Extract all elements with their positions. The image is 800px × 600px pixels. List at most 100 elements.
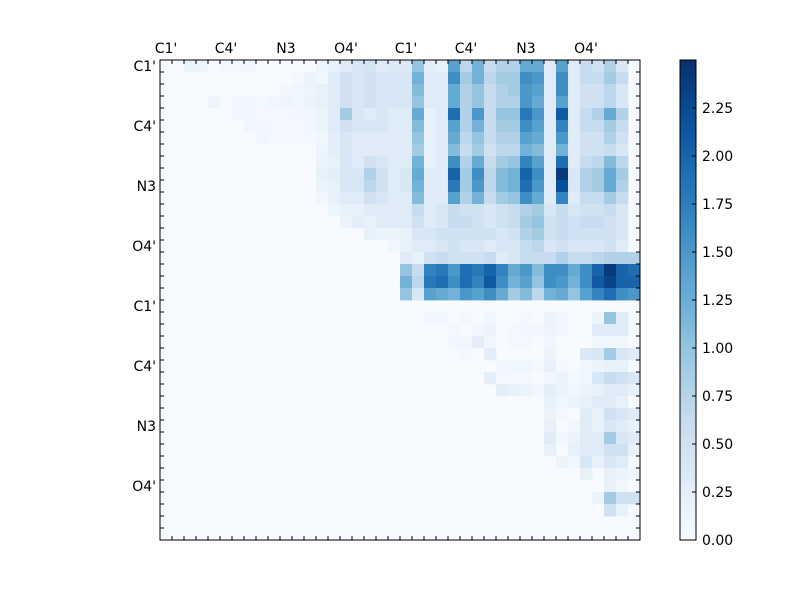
heatmap-cell xyxy=(472,192,485,205)
heatmap-cell xyxy=(532,120,545,133)
heatmap-cell xyxy=(328,72,341,85)
heatmap-cell xyxy=(544,168,557,181)
heatmap-cell xyxy=(496,264,509,277)
heatmap-cell xyxy=(580,120,593,133)
heatmap-cell xyxy=(436,120,449,133)
heatmap-cell xyxy=(616,204,629,217)
heatmap-cell xyxy=(316,72,329,85)
heatmap-cell xyxy=(520,72,533,85)
heatmap-cell xyxy=(460,228,473,241)
heatmap-cell xyxy=(556,60,569,73)
heatmap-cell xyxy=(376,180,389,193)
heatmap-cell xyxy=(544,288,557,301)
heatmap-cell xyxy=(412,288,425,301)
heatmap-cell xyxy=(496,276,509,289)
heatmap-cell xyxy=(544,156,557,169)
heatmap-cell xyxy=(508,228,521,241)
heatmap-cell xyxy=(340,96,353,109)
heatmap-cell xyxy=(544,72,557,85)
heatmap-cell xyxy=(412,84,425,97)
heatmap-cell xyxy=(556,180,569,193)
heatmap-cell xyxy=(496,108,509,121)
heatmap-cell xyxy=(448,168,461,181)
heatmap-cell xyxy=(544,216,557,229)
heatmap-cell xyxy=(628,468,641,481)
heatmap-cell xyxy=(256,120,269,133)
heatmap-cell xyxy=(592,264,605,277)
heatmap-cell xyxy=(484,216,497,229)
heatmap-cell xyxy=(544,276,557,289)
heatmap-cell xyxy=(616,180,629,193)
heatmap-cell xyxy=(556,216,569,229)
heatmap-cell xyxy=(496,96,509,109)
colorbar-tick-label: 1.00 xyxy=(702,341,733,357)
heatmap-cell xyxy=(592,168,605,181)
heatmap-cell xyxy=(592,156,605,169)
heatmap-cell xyxy=(412,144,425,157)
heatmap-cell xyxy=(400,96,413,109)
heatmap-cell xyxy=(424,276,437,289)
x-tick-label: O4' xyxy=(574,41,598,57)
x-tick-label: C1' xyxy=(155,41,178,57)
heatmap-cell xyxy=(412,276,425,289)
heatmap-cell xyxy=(580,180,593,193)
heatmap-cell xyxy=(328,180,341,193)
heatmap-cell xyxy=(448,108,461,121)
heatmap-cell xyxy=(508,192,521,205)
heatmap-cell xyxy=(568,132,581,145)
heatmap-cell xyxy=(424,144,437,157)
heatmap-cell xyxy=(400,120,413,133)
heatmap-cell xyxy=(604,252,617,265)
heatmap-cell xyxy=(568,384,581,397)
heatmap-cell xyxy=(424,216,437,229)
heatmap-cell xyxy=(400,132,413,145)
heatmap-cell xyxy=(472,168,485,181)
heatmap-cell xyxy=(484,96,497,109)
heatmap-cell xyxy=(268,120,281,133)
heatmap-cell xyxy=(460,204,473,217)
heatmap-cell xyxy=(400,240,413,253)
heatmap-cell xyxy=(436,312,449,325)
heatmap-cell xyxy=(460,288,473,301)
heatmap-cell xyxy=(496,360,509,373)
heatmap-cell xyxy=(400,60,413,73)
heatmap-cell xyxy=(628,288,641,301)
heatmap-cell xyxy=(496,228,509,241)
heatmap-cell xyxy=(436,264,449,277)
heatmap-cell xyxy=(592,324,605,337)
heatmap-cell xyxy=(496,120,509,133)
heatmap-cell xyxy=(616,240,629,253)
heatmap-cell xyxy=(472,156,485,169)
heatmap-cell xyxy=(340,204,353,217)
heatmap-cell xyxy=(628,372,641,385)
heatmap-cell xyxy=(520,324,533,337)
heatmap-cell xyxy=(400,216,413,229)
heatmap-cell xyxy=(412,216,425,229)
heatmap-cell xyxy=(532,204,545,217)
heatmap-cell xyxy=(532,108,545,121)
heatmap-cell xyxy=(448,276,461,289)
heatmap-cell xyxy=(328,84,341,97)
heatmap-cell xyxy=(520,372,533,385)
heatmap-cell xyxy=(616,156,629,169)
heatmap-cell xyxy=(184,60,197,73)
heatmap-cell xyxy=(556,228,569,241)
heatmap-cell xyxy=(532,180,545,193)
heatmap-cell xyxy=(544,240,557,253)
heatmap-cell xyxy=(460,240,473,253)
heatmap-cell xyxy=(484,240,497,253)
heatmap-cell xyxy=(496,240,509,253)
heatmap-cell xyxy=(412,180,425,193)
heatmap-cell xyxy=(412,108,425,121)
heatmap-cell xyxy=(544,132,557,145)
heatmap-cell xyxy=(460,108,473,121)
heatmap-cell xyxy=(412,72,425,85)
heatmap-cell xyxy=(280,132,293,145)
heatmap-cell xyxy=(568,120,581,133)
heatmap-cell xyxy=(556,192,569,205)
heatmap-cell xyxy=(436,192,449,205)
heatmap-cell xyxy=(448,336,461,349)
heatmap-cell xyxy=(592,336,605,349)
heatmap-cell xyxy=(544,324,557,337)
heatmap-cell xyxy=(364,216,377,229)
